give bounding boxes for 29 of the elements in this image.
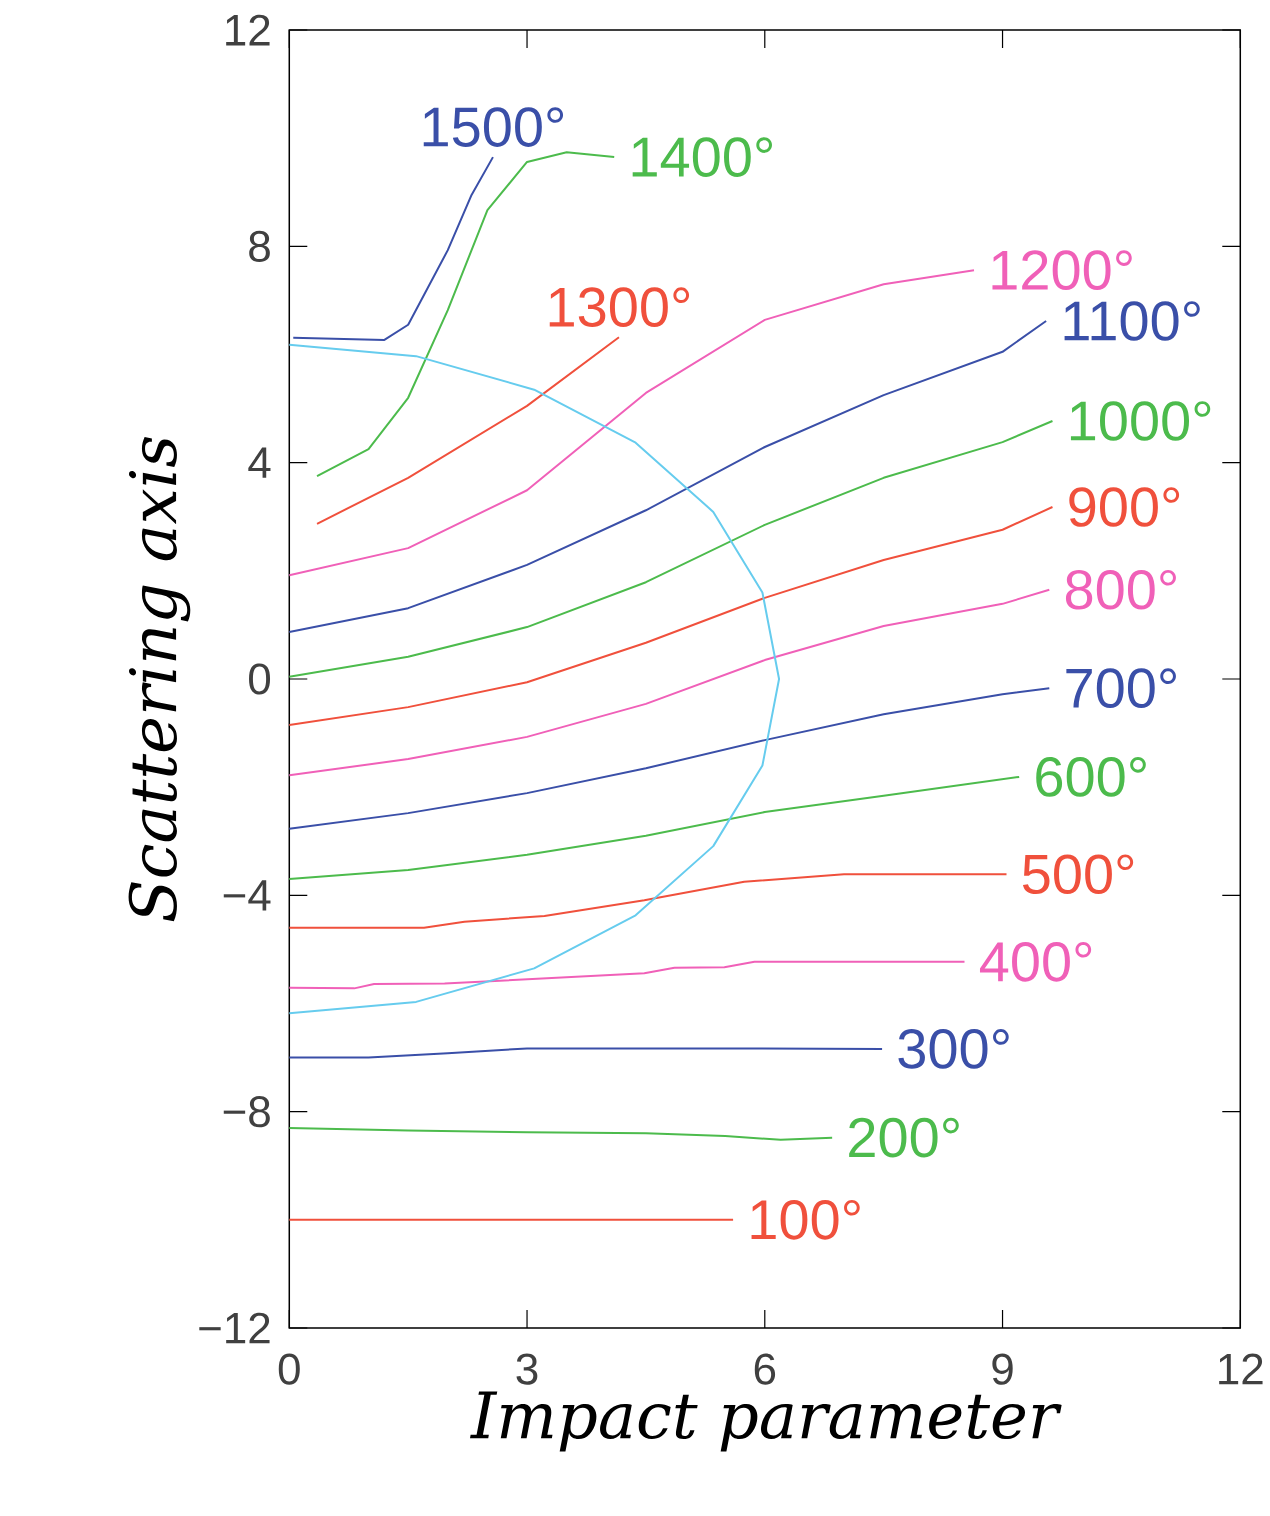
- y-axis-title: Scattering axis: [128, 437, 191, 922]
- series-label: 1000°: [1070, 401, 1211, 441]
- series-label: 1200°: [992, 250, 1132, 290]
- y-tick-label: 8: [249, 230, 270, 262]
- x-tick-label: 9: [992, 1353, 1013, 1385]
- series-label: 1500°: [423, 107, 563, 147]
- series-label: 1300°: [549, 287, 689, 328]
- x-tick-label: 3: [516, 1353, 538, 1385]
- y-tick-label: −8: [223, 1096, 270, 1128]
- series-label: 400°: [979, 942, 1091, 982]
- series-label: 900°: [1069, 487, 1179, 527]
- series-label: 500°: [1022, 854, 1133, 895]
- series-label: 300°: [898, 1029, 1009, 1069]
- series-label: 600°: [1036, 757, 1146, 797]
- y-tick-label: −4: [223, 880, 271, 911]
- series-label: 700°: [1066, 668, 1176, 709]
- series-label: 200°: [849, 1117, 959, 1158]
- x-tick-label: 12: [1219, 1353, 1263, 1385]
- x-axis-title: Impact parameter: [469, 1391, 1062, 1452]
- series-label: 1100°: [1064, 301, 1200, 341]
- y-tick-label: −12: [199, 1312, 270, 1344]
- y-tick-label: 12: [226, 14, 270, 46]
- y-tick-label: 0: [248, 663, 270, 695]
- series-label: 800°: [1065, 569, 1176, 610]
- series-label: 1400°: [632, 137, 772, 177]
- y-tick-label: 4: [248, 447, 271, 478]
- x-tick-label: 0: [278, 1353, 300, 1385]
- series-label: 100°: [751, 1200, 860, 1240]
- x-tick-label: 6: [754, 1353, 775, 1385]
